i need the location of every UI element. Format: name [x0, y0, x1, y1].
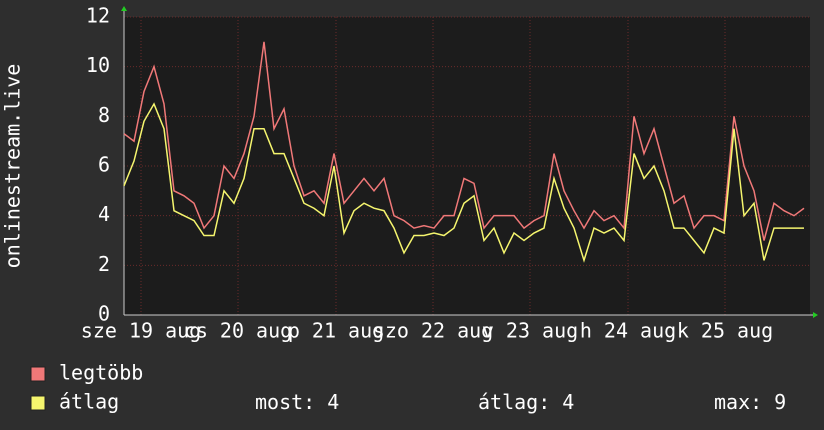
y-tick-label: 10 — [86, 53, 110, 77]
stat-value: 9 — [774, 390, 786, 414]
legend-swatch — [30, 366, 46, 382]
y-axis-label: onlinestream.live — [1, 64, 25, 269]
legend-swatch — [30, 395, 46, 411]
x-tick-label: v 23 aug — [482, 319, 578, 343]
stat-label: átlag: — [478, 390, 550, 414]
y-tick-label: 4 — [98, 202, 110, 226]
y-tick-label: 6 — [98, 153, 110, 177]
stat: átlag: 4 — [478, 390, 574, 414]
y-tick-label: 0 — [98, 302, 110, 326]
y-tick-label: 8 — [98, 103, 110, 127]
stat-value: 4 — [562, 390, 574, 414]
x-tick-label: cs 20 aug — [184, 319, 292, 343]
series-line — [123, 102, 804, 263]
legend-label: legtöbb — [59, 361, 143, 385]
stat: max: 9 — [714, 390, 786, 414]
x-tick-label: p 21 aug — [288, 319, 384, 343]
series-line — [123, 41, 805, 241]
stat-value: 4 — [327, 390, 339, 414]
x-tick-label: sze 19 aug — [81, 319, 201, 343]
stat-label: max: — [714, 390, 762, 414]
stat: most: 4 — [255, 390, 339, 414]
axis-arrow — [813, 312, 818, 318]
stat-label: most: — [255, 390, 315, 414]
x-tick-label: k 25 aug — [677, 319, 773, 343]
legend-label: átlag — [59, 390, 119, 414]
x-tick-label: h 24 aug — [580, 319, 676, 343]
y-tick-label: 12 — [86, 4, 110, 28]
axis-arrow — [121, 6, 127, 11]
y-tick-label: 2 — [98, 252, 110, 276]
x-tick-label: szo 22 aug — [373, 319, 493, 343]
